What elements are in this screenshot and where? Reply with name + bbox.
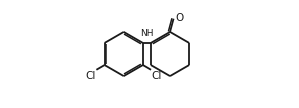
- Text: Cl: Cl: [86, 71, 96, 81]
- Text: O: O: [176, 13, 184, 23]
- Text: Cl: Cl: [152, 71, 162, 81]
- Text: NH: NH: [140, 29, 154, 38]
